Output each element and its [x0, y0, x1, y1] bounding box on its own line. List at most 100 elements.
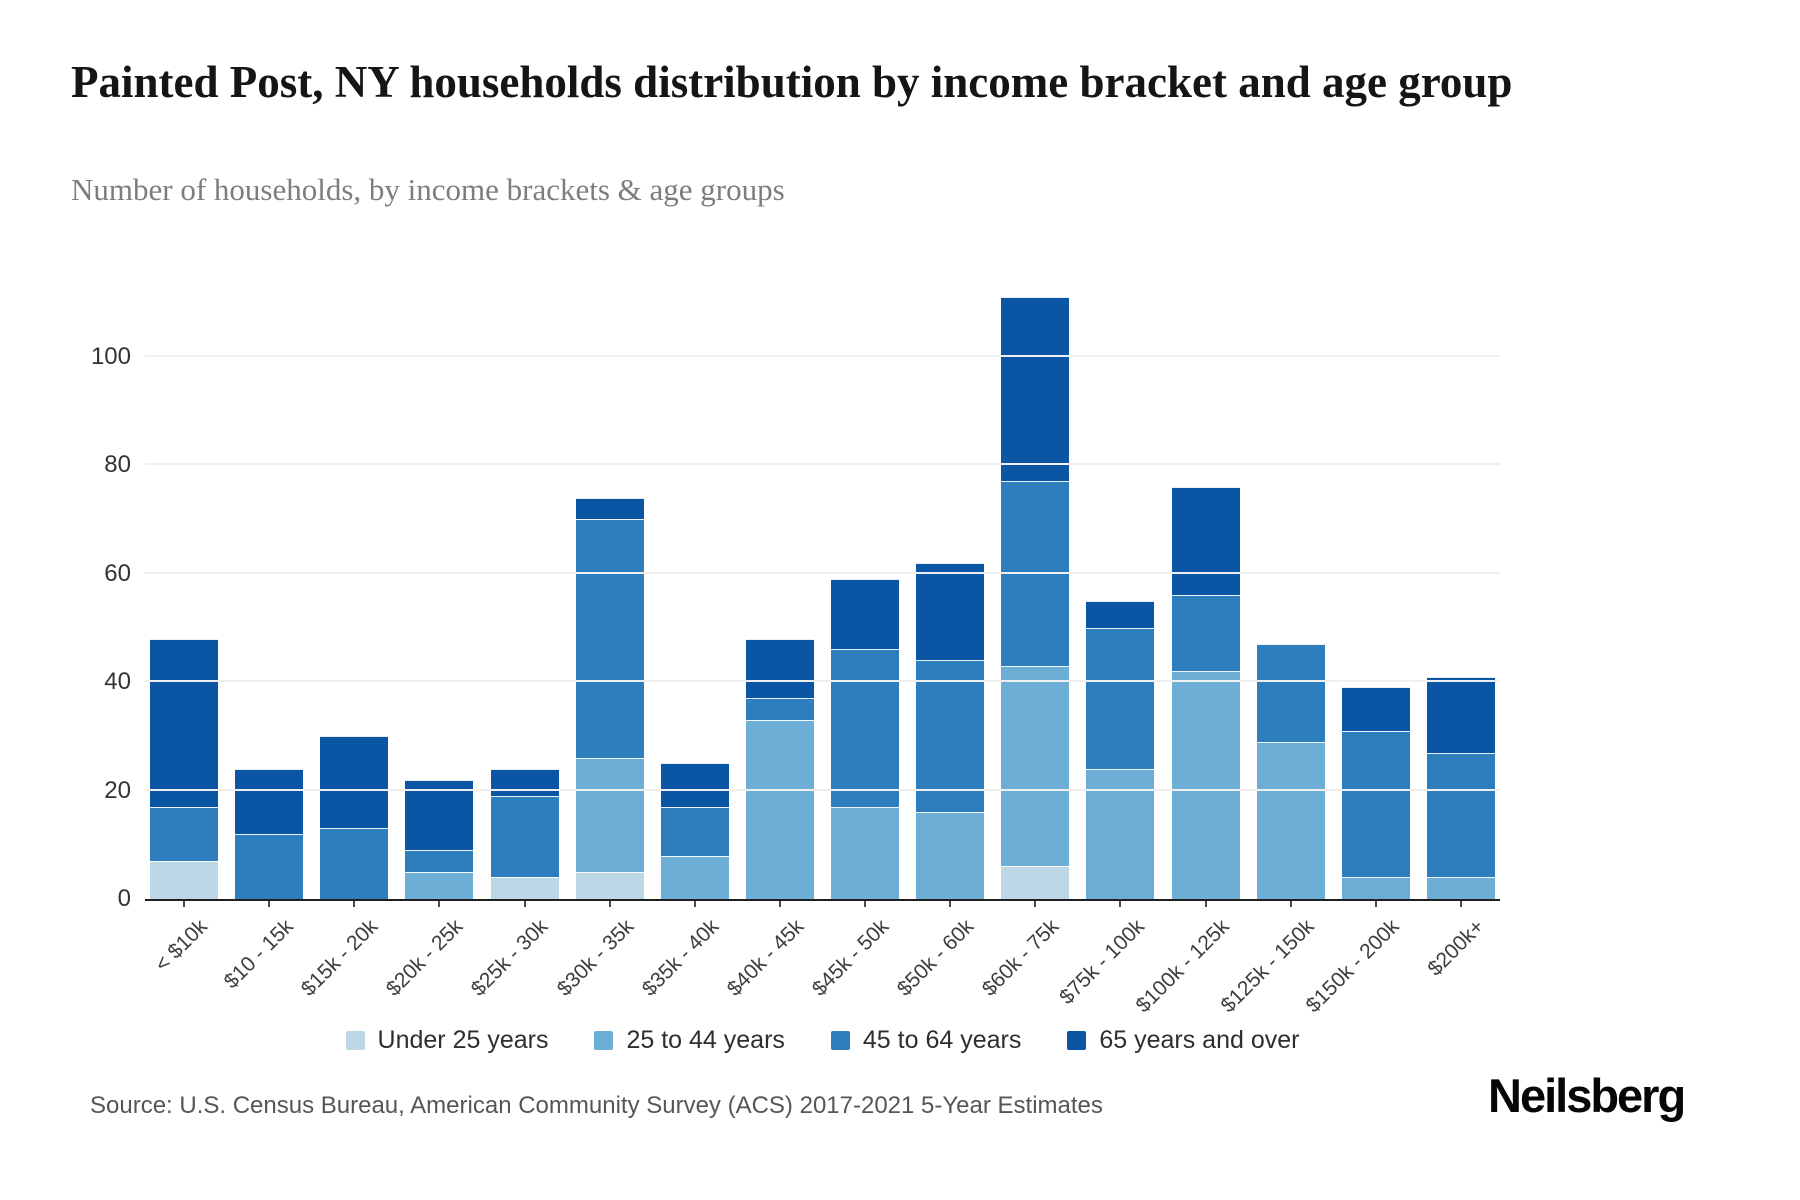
- x-axis-label: $200k+: [1423, 915, 1490, 981]
- x-axis-tick: [864, 901, 866, 907]
- bar-segment-65-years-and-over[interactable]: [235, 768, 304, 834]
- x-axis-tick: [1459, 901, 1462, 907]
- bar-segment-45-to-64-years[interactable]: [235, 833, 304, 899]
- bar-segment-45-to-64-years[interactable]: [1086, 627, 1155, 769]
- x-axis-label: < $10k: [150, 915, 213, 977]
- bar-segment-45-to-64-years[interactable]: [1341, 730, 1410, 878]
- bar-segment-65-years-and-over[interactable]: [575, 497, 644, 520]
- bar-group-150k-200k: $150k - 200k: [1302, 291, 1410, 1017]
- neilsberg-logo: Neilsberg: [1488, 1069, 1686, 1122]
- y-gridline: [145, 571, 1500, 574]
- x-axis-tick: [1204, 901, 1207, 907]
- x-axis-tick: [268, 901, 271, 907]
- y-axis-tick-label: 40: [104, 668, 131, 695]
- x-axis-label: $35k - 40k: [637, 915, 724, 1001]
- bar-segment-25-to-44-years[interactable]: [660, 855, 729, 899]
- bar-group-20k-25k: $20k - 25k: [382, 291, 474, 1001]
- bar-segment-65-years-and-over[interactable]: [745, 638, 814, 699]
- y-gridline: [145, 680, 1500, 682]
- bar-segment-25-to-44-years[interactable]: [405, 871, 474, 899]
- bar-group-35k-40k: $35k - 40k: [637, 291, 729, 1001]
- bar-segment-65-years-and-over[interactable]: [490, 768, 559, 796]
- bar-segment-45-to-64-years[interactable]: [405, 850, 474, 872]
- bar-segment-25-to-44-years[interactable]: [831, 806, 899, 899]
- legend-label: Under 25 years: [377, 1026, 549, 1054]
- bar-group-100k-125k: $100k - 125k: [1132, 291, 1240, 1017]
- y-axis-tick-label: 100: [90, 342, 131, 370]
- y-gridline: [145, 354, 1500, 357]
- bar-segment-25-to-44-years[interactable]: [1086, 768, 1155, 899]
- legend-item-65-years-and-over[interactable]: 65 years and over: [1067, 1026, 1299, 1055]
- bar-segment-45-to-64-years[interactable]: [660, 806, 729, 856]
- bar-segment-65-years-and-over[interactable]: [1426, 676, 1495, 753]
- bar-group-45k-50k: $45k - 50k: [808, 291, 899, 1001]
- y-axis-tick-label: 80: [104, 451, 131, 478]
- bar-segment-under-25-years[interactable]: [150, 861, 218, 899]
- legend-label: 45 to 64 years: [862, 1026, 1022, 1054]
- bar-segment-45-to-64-years[interactable]: [916, 660, 985, 813]
- x-axis-tick: [438, 901, 441, 907]
- x-axis-label: $15k - 20k: [296, 915, 383, 1001]
- legend-swatch: [1067, 1031, 1087, 1050]
- bar-segment-65-years-and-over[interactable]: [660, 763, 729, 807]
- bars-container: < $10k $10 - 15k $15k - 20k $20k - 25k $25k …: [145, 291, 1500, 1017]
- chart-subtitle: Number of households, by income brackets…: [71, 172, 785, 207]
- x-axis-label: $10 - 15k: [219, 915, 298, 994]
- x-axis-label: $20k - 25k: [382, 915, 468, 1001]
- chart-title: Painted Post, NY households distribution…: [71, 57, 1513, 107]
- bar-segment-65-years-and-over[interactable]: [1001, 296, 1070, 482]
- y-axis-tick-label: 60: [104, 559, 131, 587]
- plot-area: < $10k $10 - 15k $15k - 20k $20k - 25k $25k …: [91, 291, 1500, 1017]
- bar-segment-45-to-64-years[interactable]: [1171, 595, 1240, 672]
- bar-group-10-15k: $10 - 15k: [219, 291, 304, 993]
- bar-group-200k: $200k+: [1424, 291, 1495, 980]
- bar-group-125k-150k: $125k - 150k: [1217, 291, 1325, 1017]
- bar-segment-45-to-64-years[interactable]: [1426, 752, 1495, 878]
- legend-item-25-to-44-years[interactable]: 25 to 44 years: [594, 1026, 785, 1055]
- bar-segment-65-years-and-over[interactable]: [320, 736, 389, 829]
- bar-segment-65-years-and-over[interactable]: [831, 578, 899, 650]
- legend-label: 65 years and over: [1099, 1026, 1300, 1054]
- bar-segment-25-to-44-years[interactable]: [916, 812, 985, 899]
- bar-segment-45-to-64-years[interactable]: [831, 649, 899, 807]
- legend-swatch: [345, 1031, 365, 1050]
- legend-swatch: [594, 1031, 614, 1050]
- bar-segment-65-years-and-over[interactable]: [1341, 687, 1410, 731]
- bar-segment-45-to-64-years[interactable]: [1256, 644, 1325, 742]
- bar-segment-25-to-44-years[interactable]: [575, 757, 644, 872]
- bar-segment-65-years-and-over[interactable]: [1171, 486, 1240, 596]
- bar-segment-45-to-64-years[interactable]: [575, 519, 644, 758]
- bar-segment-25-to-44-years[interactable]: [1426, 877, 1495, 899]
- bar-segment-65-years-and-over[interactable]: [1086, 600, 1155, 628]
- bar-segment-45-to-64-years[interactable]: [320, 828, 389, 899]
- bar-segment-25-to-44-years[interactable]: [1001, 665, 1070, 867]
- bar-segment-65-years-and-over[interactable]: [916, 562, 985, 661]
- bar-segment-under-25-years[interactable]: [490, 877, 559, 899]
- bar-segment-under-25-years[interactable]: [1001, 866, 1070, 899]
- x-axis-tick: [693, 901, 696, 907]
- x-axis-tick: [1374, 901, 1377, 907]
- bar-segment-45-to-64-years[interactable]: [150, 806, 218, 862]
- x-axis-tick: [1289, 901, 1292, 907]
- legend-item-under-25-years[interactable]: Under 25 years: [345, 1026, 549, 1055]
- bar-segment-45-to-64-years[interactable]: [1001, 481, 1070, 666]
- bar-segment-under-25-years[interactable]: [575, 871, 644, 899]
- bar-segment-25-to-44-years[interactable]: [1341, 877, 1410, 899]
- x-axis-tick: [608, 901, 611, 907]
- bar-segment-65-years-and-over[interactable]: [150, 638, 218, 807]
- bar-segment-25-to-44-years[interactable]: [1256, 741, 1325, 899]
- bar-segment-25-to-44-years[interactable]: [1171, 671, 1240, 899]
- x-axis-label: $45k - 50k: [807, 915, 894, 1001]
- bar-group-15k-20k: $15k - 20k: [297, 291, 389, 1001]
- bar-segment-45-to-64-years[interactable]: [490, 795, 559, 878]
- bar-segment-45-to-64-years[interactable]: [745, 698, 814, 720]
- bar-segment-65-years-and-over[interactable]: [405, 779, 474, 851]
- source-text: Source: U.S. Census Bureau, American Com…: [90, 1092, 1103, 1119]
- bar-segment-25-to-44-years[interactable]: [745, 719, 814, 899]
- y-axis-tick-label: 0: [117, 885, 131, 912]
- x-axis-label: $50k - 60k: [892, 915, 979, 1001]
- legend-item-45-to-64-years[interactable]: 45 to 64 years: [830, 1026, 1022, 1055]
- bar-group-30k-35k: $30k - 35k: [552, 291, 644, 1001]
- x-axis-tick: [353, 901, 356, 907]
